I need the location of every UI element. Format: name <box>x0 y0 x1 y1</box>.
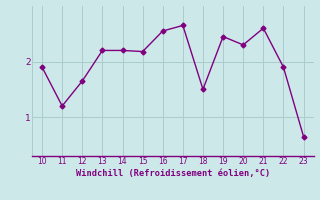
X-axis label: Windchill (Refroidissement éolien,°C): Windchill (Refroidissement éolien,°C) <box>76 169 270 178</box>
